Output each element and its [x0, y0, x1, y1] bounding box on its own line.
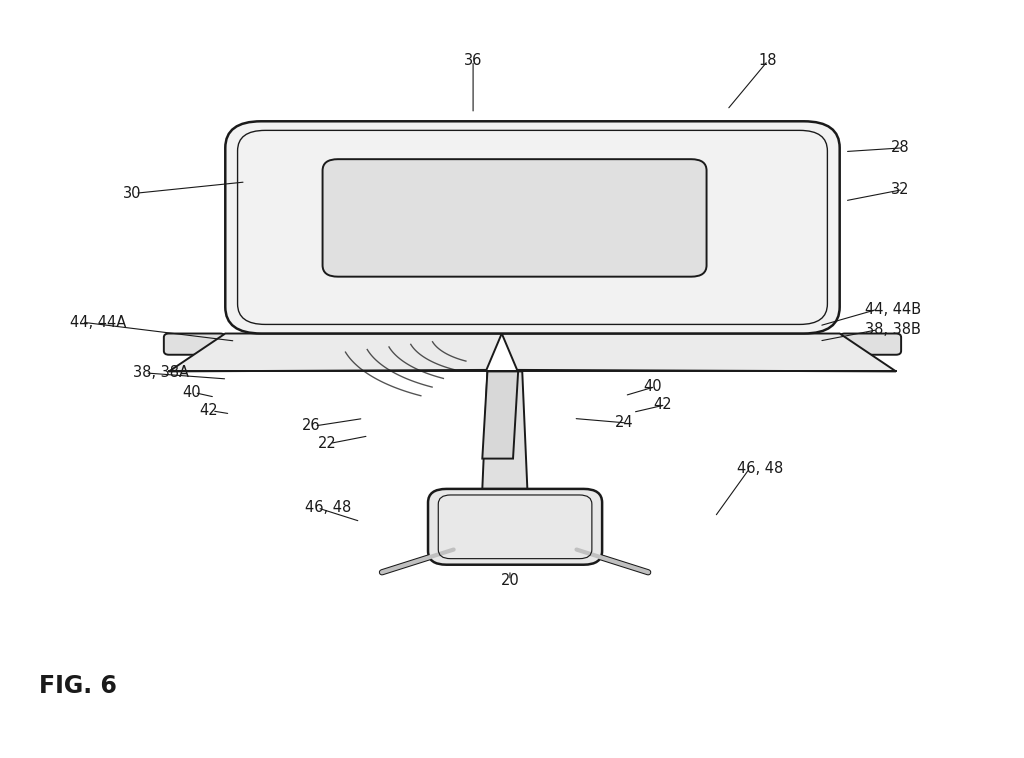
Text: 18: 18: [759, 53, 777, 68]
Text: 38, 38A: 38, 38A: [133, 365, 189, 381]
Text: 44, 44B: 44, 44B: [865, 302, 922, 317]
FancyBboxPatch shape: [840, 334, 901, 355]
Text: 42: 42: [653, 397, 672, 412]
Text: 24: 24: [614, 415, 633, 431]
Text: 40: 40: [643, 379, 662, 394]
Text: 46, 48: 46, 48: [305, 500, 351, 515]
Text: 44, 44A: 44, 44A: [70, 315, 126, 330]
FancyBboxPatch shape: [164, 334, 225, 355]
Text: 32: 32: [891, 182, 909, 197]
FancyBboxPatch shape: [323, 159, 707, 277]
Text: 40: 40: [182, 385, 201, 400]
Text: 20: 20: [501, 573, 519, 588]
Polygon shape: [502, 334, 896, 371]
Text: 46, 48: 46, 48: [737, 461, 783, 476]
FancyBboxPatch shape: [428, 489, 602, 565]
Text: 42: 42: [200, 403, 218, 418]
Text: 38, 38B: 38, 38B: [865, 322, 922, 337]
Text: 26: 26: [302, 418, 321, 434]
FancyBboxPatch shape: [225, 121, 840, 334]
Text: 30: 30: [123, 186, 141, 201]
Polygon shape: [169, 334, 502, 371]
Text: 22: 22: [317, 436, 336, 451]
Text: 36: 36: [464, 53, 482, 68]
Text: FIG. 6: FIG. 6: [39, 674, 117, 698]
Polygon shape: [482, 371, 518, 459]
Text: 28: 28: [891, 140, 909, 155]
Polygon shape: [482, 371, 527, 489]
